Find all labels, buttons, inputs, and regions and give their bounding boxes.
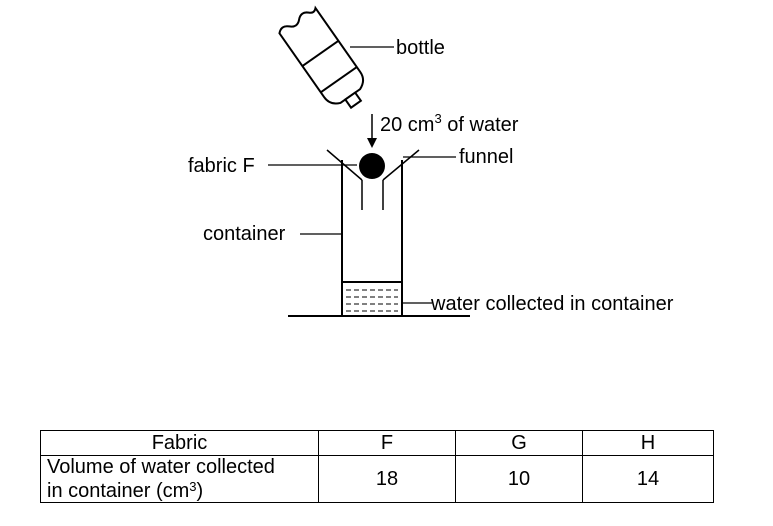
label-water-amount: 20 cm3 of water bbox=[380, 111, 519, 136]
value-g: 10 bbox=[455, 455, 583, 503]
apparatus-diagram: bottle 20 cm3 of water fabric F funnel c… bbox=[188, 5, 674, 317]
header-fabric: Fabric bbox=[40, 430, 319, 456]
water-collected-drawing bbox=[346, 289, 398, 312]
container-drawing bbox=[341, 160, 403, 316]
fabric-ball bbox=[359, 153, 385, 179]
header-col-h: H bbox=[582, 430, 714, 456]
value-h: 14 bbox=[582, 455, 714, 503]
value-f: 18 bbox=[318, 455, 456, 503]
label-funnel: funnel bbox=[459, 146, 514, 168]
bottle-drawing bbox=[278, 5, 365, 110]
table-row: Volume of water collected in container (… bbox=[40, 455, 714, 503]
header-col-g: G bbox=[455, 430, 583, 456]
water-arrow-head bbox=[367, 138, 377, 148]
table-header-row: Fabric F G H bbox=[40, 430, 714, 456]
header-col-f: F bbox=[318, 430, 456, 456]
label-fabric: fabric F bbox=[188, 155, 255, 177]
funnel-drawing bbox=[326, 149, 420, 210]
row-label: Volume of water collected in container (… bbox=[40, 455, 319, 503]
label-bottle: bottle bbox=[396, 37, 445, 59]
results-table: Fabric F G H Volume of water collected i… bbox=[40, 430, 714, 503]
label-container: container bbox=[203, 223, 286, 245]
label-water-collected: water collected in container bbox=[430, 293, 674, 315]
